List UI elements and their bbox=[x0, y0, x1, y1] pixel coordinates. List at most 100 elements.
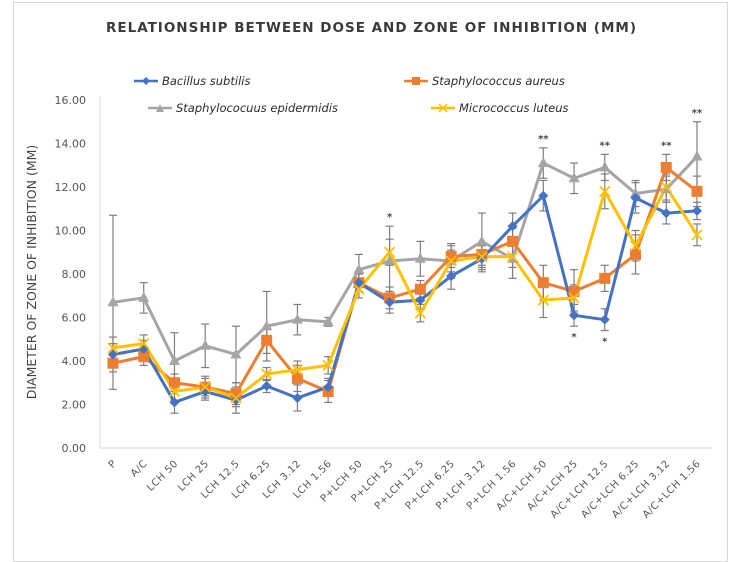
data-point bbox=[107, 296, 119, 307]
data-point bbox=[445, 255, 457, 267]
data-point bbox=[261, 368, 273, 380]
data-point bbox=[199, 339, 211, 350]
marker-stroke bbox=[537, 294, 549, 306]
data-point bbox=[322, 359, 334, 371]
marker-stroke bbox=[506, 250, 519, 263]
marker-stroke bbox=[383, 246, 396, 258]
significance-marker: ** bbox=[538, 134, 549, 145]
marker-stroke bbox=[322, 359, 334, 371]
legend-marker-x-icon bbox=[431, 103, 455, 113]
legend-label: Staphylococcus aureus bbox=[432, 74, 565, 88]
data-point bbox=[261, 334, 273, 346]
marker-stroke bbox=[691, 229, 703, 241]
axes bbox=[99, 96, 712, 449]
data-point bbox=[660, 161, 672, 173]
y-axis-title: DIAMETER OF ZONE OF INHIBITION (MM) bbox=[24, 145, 39, 400]
data-point bbox=[384, 297, 395, 308]
data-point bbox=[629, 240, 642, 252]
data-point bbox=[230, 388, 242, 400]
significance-marker: ** bbox=[692, 108, 703, 119]
data-point bbox=[261, 381, 272, 392]
x-tick-label: A/C+LCH 1.56 bbox=[641, 458, 703, 520]
data-point bbox=[230, 395, 241, 406]
marker-stroke bbox=[445, 255, 457, 267]
marker-stroke bbox=[660, 181, 672, 193]
data-point bbox=[168, 377, 180, 389]
data-point bbox=[599, 185, 611, 197]
legend-item-bacillus-subtilis: Bacillus subtilis bbox=[134, 74, 250, 88]
series-line-bacillus-subtilis bbox=[112, 194, 698, 404]
significance-marker: * bbox=[602, 337, 608, 348]
y-tick-label: 6.00 bbox=[62, 312, 87, 325]
x-tick-label: A/C bbox=[129, 458, 150, 479]
data-point bbox=[568, 172, 580, 183]
legend-item-staphylococcus-aureus: Staphylococcus aureus bbox=[404, 74, 565, 88]
axis-labels: 0.00 2.00 4.00 6.00 8.00 10.00 12.00 14.00 16.00… bbox=[24, 94, 703, 521]
data-point bbox=[445, 251, 457, 263]
data-point bbox=[291, 313, 303, 324]
marker-stroke bbox=[629, 240, 642, 252]
data-point bbox=[138, 291, 150, 302]
significance-marker: ** bbox=[661, 140, 672, 151]
data-point bbox=[107, 342, 119, 354]
legend-label: Micrococcus luteus bbox=[459, 101, 569, 115]
data-point bbox=[630, 248, 642, 260]
data-point bbox=[291, 372, 303, 384]
data-point bbox=[630, 187, 642, 198]
data-point bbox=[353, 263, 365, 274]
marker-stroke bbox=[199, 381, 211, 393]
data-point bbox=[476, 253, 487, 264]
data-point bbox=[414, 283, 426, 295]
data-point bbox=[568, 292, 580, 304]
marker-stroke bbox=[414, 307, 427, 319]
y-tick-label: 12.00 bbox=[55, 181, 87, 194]
data-point bbox=[414, 307, 427, 319]
data-point bbox=[599, 314, 610, 325]
data-point bbox=[446, 271, 457, 282]
marker-stroke bbox=[138, 337, 150, 350]
data-point bbox=[414, 252, 426, 263]
data-point bbox=[168, 385, 181, 398]
data-point bbox=[292, 392, 303, 403]
x-tick-label: LCH 50 bbox=[145, 458, 180, 493]
data-point bbox=[322, 315, 334, 326]
data-point bbox=[569, 310, 580, 321]
error-bars bbox=[109, 121, 701, 414]
data-point bbox=[691, 229, 703, 241]
data-point bbox=[138, 337, 150, 350]
data-point bbox=[537, 157, 549, 168]
marker-stroke bbox=[168, 385, 181, 398]
data-point bbox=[230, 348, 242, 359]
data-point bbox=[261, 320, 273, 331]
x-tick-label: P bbox=[107, 458, 119, 470]
significance-annotations: *********** bbox=[387, 108, 703, 348]
data-point bbox=[691, 185, 703, 197]
data-point bbox=[537, 277, 549, 289]
significance-marker: * bbox=[387, 212, 393, 223]
marker-stroke bbox=[261, 368, 273, 380]
data-point bbox=[107, 357, 119, 369]
data-point bbox=[108, 349, 118, 360]
data-point bbox=[507, 235, 519, 247]
legend-item-staphylococuus-epidermidis: Staphylococuus epidermidis bbox=[148, 101, 338, 115]
marker-stroke bbox=[599, 185, 611, 197]
data-point bbox=[138, 351, 150, 363]
y-tick-label: 8.00 bbox=[62, 268, 87, 281]
data-point bbox=[692, 205, 702, 216]
significance-marker: ** bbox=[600, 140, 611, 151]
data-point bbox=[353, 283, 365, 295]
data-point bbox=[507, 221, 518, 232]
legend-marker-diamond-icon bbox=[134, 77, 158, 85]
y-tick-label: 4.00 bbox=[62, 355, 87, 368]
data-point bbox=[599, 272, 611, 284]
legend-marker-triangle-icon bbox=[148, 104, 172, 112]
y-tick-label: 2.00 bbox=[62, 399, 87, 412]
marker-stroke bbox=[230, 392, 242, 404]
data-point bbox=[230, 392, 242, 404]
data-point bbox=[599, 161, 611, 172]
data-point bbox=[630, 192, 641, 203]
data-point bbox=[538, 190, 549, 201]
data-point bbox=[415, 295, 426, 306]
y-tick-label: 14.00 bbox=[55, 138, 87, 151]
marker-stroke bbox=[291, 364, 304, 376]
